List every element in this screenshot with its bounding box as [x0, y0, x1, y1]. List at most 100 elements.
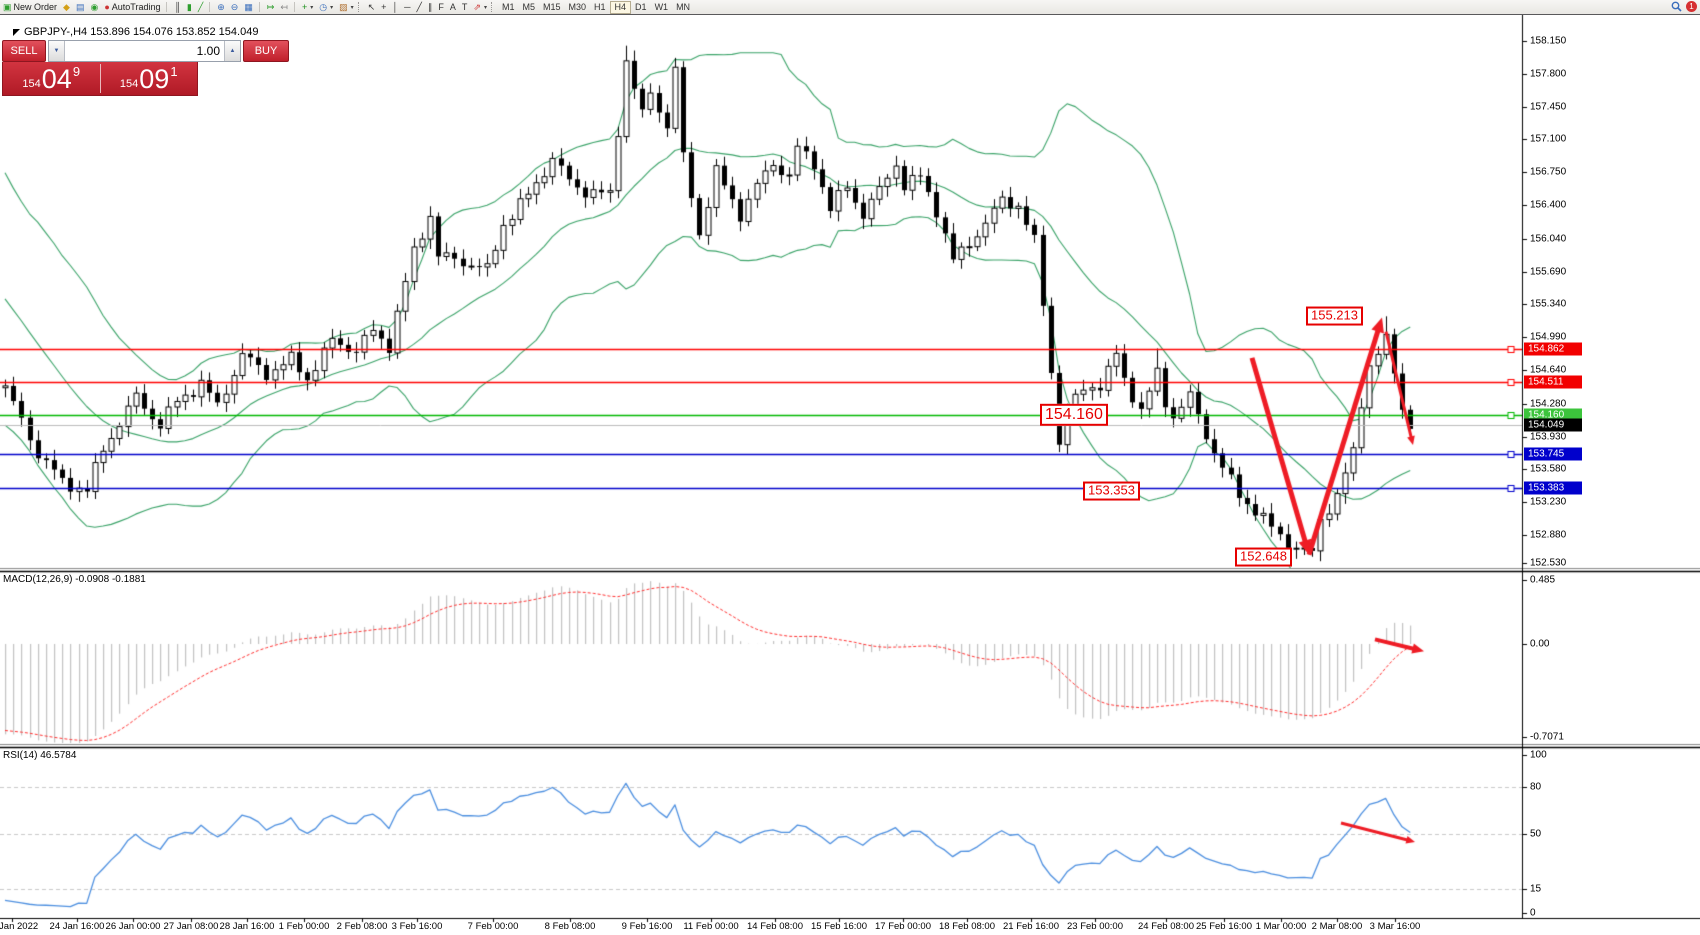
chart-title: GBPJPY-,H4 153.896 154.076 153.852 154.0… [13, 26, 258, 38]
timeframe-button-m15[interactable]: M15 [542, 2, 561, 12]
chevron-down-icon[interactable]: ▾ [330, 4, 334, 11]
price-annotation[interactable]: 154.160 [1040, 403, 1108, 427]
time-axis-label: 9 Feb 16:00 [621, 921, 673, 932]
text-icon: A [449, 2, 456, 12]
sell-price-big: 04 [41, 64, 72, 94]
price-annotation[interactable]: 155.213 [1306, 306, 1363, 326]
toolbar-separator [258, 2, 261, 12]
bar-chart-button[interactable]: ║ [171, 1, 183, 13]
horizontal-line-icon: ─ [404, 2, 411, 12]
chart-shift-icon: ↤ [280, 2, 288, 12]
macd-axis-tick: 0.00 [1530, 638, 1550, 650]
buy-price-panel[interactable]: 154 09 1 [101, 62, 198, 95]
volume-increase-button[interactable]: ▲ [224, 41, 240, 61]
timeframe-button-m1[interactable]: M1 [501, 2, 515, 12]
rsi-axis-tick: 100 [1530, 749, 1547, 761]
buy-price-pip: 1 [170, 64, 178, 79]
signals-button[interactable]: ◉ [87, 1, 101, 13]
time-axis-label: 2 Feb 08:00 [336, 921, 388, 932]
search-icon[interactable] [1671, 1, 1682, 12]
notification-badge[interactable]: 1 [1686, 1, 1697, 12]
price-axis-tick: 158.150 [1530, 35, 1567, 47]
rsi-axis-tick: 80 [1530, 781, 1542, 793]
chart-shift-button[interactable]: ↤ [277, 1, 291, 13]
price-axis-tick: 156.040 [1530, 233, 1567, 245]
templates-button[interactable]: ▨ ▾ [336, 1, 357, 13]
time-axis-label: 7 Feb 00:00 [467, 921, 519, 932]
terminal-icon: ▤ [75, 2, 85, 12]
trendline-button[interactable]: ╱ [413, 1, 424, 13]
sell-button[interactable]: SELL [2, 40, 46, 62]
price-annotation[interactable]: 153.353 [1083, 481, 1140, 501]
time-axis-label: 25 Feb 16:00 [1196, 921, 1252, 932]
time-axis-label: 24 Feb 08:00 [1138, 921, 1194, 932]
fibonacci-button[interactable]: F [435, 1, 447, 13]
toolbar: ▣ New Order ◆ ▤ ◉ ● AutoTrading ║ ▮ ╱ ⊕ ⊖ ▦ ↦ ↤ + ▾ ◷ ▾ ▨ ▾ ↖… [0, 0, 1700, 15]
price-axis-tick: 156.750 [1530, 166, 1567, 178]
timeframe-button-m5[interactable]: M5 [522, 2, 535, 12]
text-button[interactable]: A [447, 1, 459, 13]
cursor-button[interactable]: ↖ [365, 1, 379, 13]
arrows-button[interactable]: ⇗ ▾ [470, 1, 490, 13]
macd-label: MACD(12,26,9) -0.0908 -0.1881 [3, 574, 146, 585]
buy-button[interactable]: BUY [243, 40, 289, 62]
time-axis-label: 11 Feb 00:00 [683, 921, 739, 932]
expert-advisors-button[interactable]: ◆ [60, 1, 73, 13]
buy-price-big: 09 [139, 64, 170, 94]
timeframe-button-d1[interactable]: D1 [635, 2, 647, 12]
time-axis-label: 27 Jan 08:00 [163, 921, 219, 932]
volume-decrease-button[interactable]: ▼ [49, 41, 65, 61]
chevron-down-icon[interactable]: ▾ [350, 4, 354, 11]
sell-price-panel[interactable]: 154 04 9 [3, 62, 100, 95]
tile-windows-button[interactable]: ▦ [241, 1, 256, 13]
timeframe-button-m30[interactable]: M30 [568, 2, 587, 12]
line-chart-button[interactable]: ╱ [195, 1, 206, 13]
periods-button[interactable]: ◷ ▾ [316, 1, 336, 13]
text-label-icon: T [461, 2, 468, 12]
text-label-button[interactable]: T [459, 1, 471, 13]
vertical-line-button[interactable]: │ [389, 1, 401, 13]
candlestick-button[interactable]: ▮ [184, 1, 195, 13]
price-axis-tick: 153.580 [1530, 463, 1567, 475]
time-axis-label: 3 Feb 16:00 [391, 921, 443, 932]
price-annotation[interactable]: 152.648 [1235, 547, 1292, 567]
chart-marker-icon [13, 28, 20, 36]
time-axis-label: 23 Feb 00:00 [1067, 921, 1123, 932]
price-axis-tick: 157.100 [1530, 133, 1567, 145]
auto-scroll-button[interactable]: ↦ [264, 1, 278, 13]
time-axis-label: 8 Feb 08:00 [544, 921, 596, 932]
channel-icon: ∥ [427, 2, 433, 12]
rsi-axis-tick: 0 [1530, 907, 1536, 919]
time-axis-label: 21 Jan 2022 [0, 921, 39, 932]
rsi-label: RSI(14) 46.5784 [3, 750, 77, 761]
new-order-button[interactable]: ▣ New Order [0, 1, 60, 13]
volume-input[interactable] [65, 41, 224, 61]
channel-button[interactable]: ∥ [425, 1, 436, 13]
indicators-button[interactable]: + ▾ [299, 1, 316, 13]
indicators-icon: + [301, 2, 308, 12]
timeframe-button-h4[interactable]: H4 [609, 0, 632, 14]
vertical-line-icon: │ [392, 2, 399, 12]
time-axis-label: 26 Jan 00:00 [105, 921, 161, 932]
chevron-down-icon[interactable]: ▾ [483, 4, 487, 11]
zoom-out-button[interactable]: ⊖ [228, 1, 242, 13]
terminal-button[interactable]: ▤ [73, 1, 88, 13]
one-click-trading-panel: SELL ▼ ▲ BUY 154 04 9 154 09 1 [2, 40, 289, 96]
timeframe-button-w1[interactable]: W1 [654, 2, 669, 12]
price-line-label: 153.745 [1524, 447, 1582, 461]
horizontal-line-button[interactable]: ─ [401, 1, 413, 13]
timeframe-button-h1[interactable]: H1 [594, 2, 606, 12]
toolbar-separator [293, 2, 296, 12]
fibonacci-icon: F [438, 2, 444, 12]
templates-icon: ▨ [339, 2, 348, 12]
zoom-in-button[interactable]: ⊕ [214, 1, 228, 13]
autotrading-button[interactable]: ● AutoTrading [101, 1, 163, 13]
volume-field: ▼ ▲ [48, 40, 241, 62]
timeframe-button-mn[interactable]: MN [676, 2, 691, 12]
trade-panel-divider [99, 64, 101, 93]
crosshair-button[interactable]: + [378, 1, 389, 13]
periods-icon: ◷ [319, 2, 328, 12]
autotrading-button-label: AutoTrading [111, 2, 161, 12]
chevron-down-icon[interactable]: ▾ [310, 4, 314, 11]
